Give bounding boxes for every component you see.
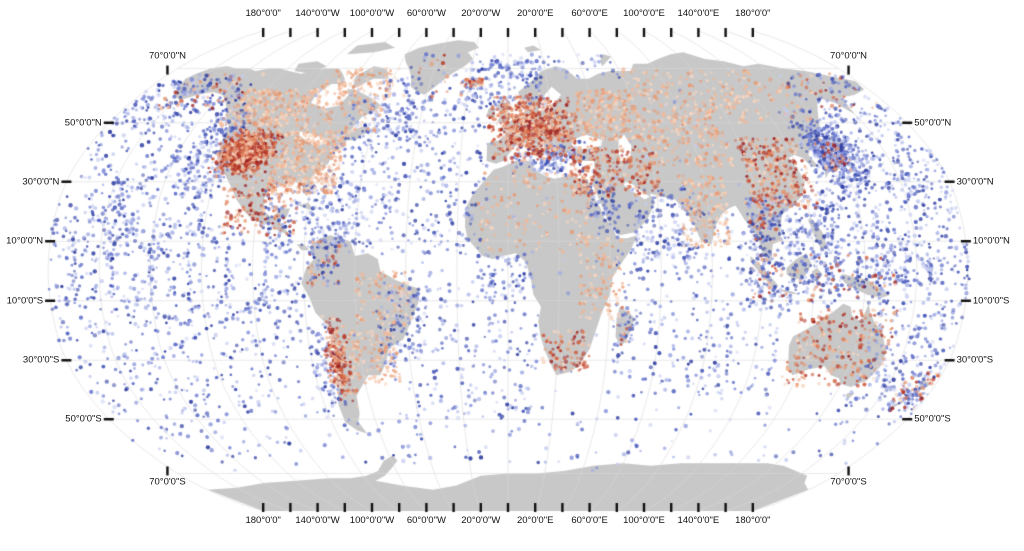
world-map-figure: 180°0'0" 180°0'0" 140°0'0"W 140°0'0"W 100°0'… <box>0 0 1024 551</box>
world-map-canvas <box>0 0 1024 551</box>
